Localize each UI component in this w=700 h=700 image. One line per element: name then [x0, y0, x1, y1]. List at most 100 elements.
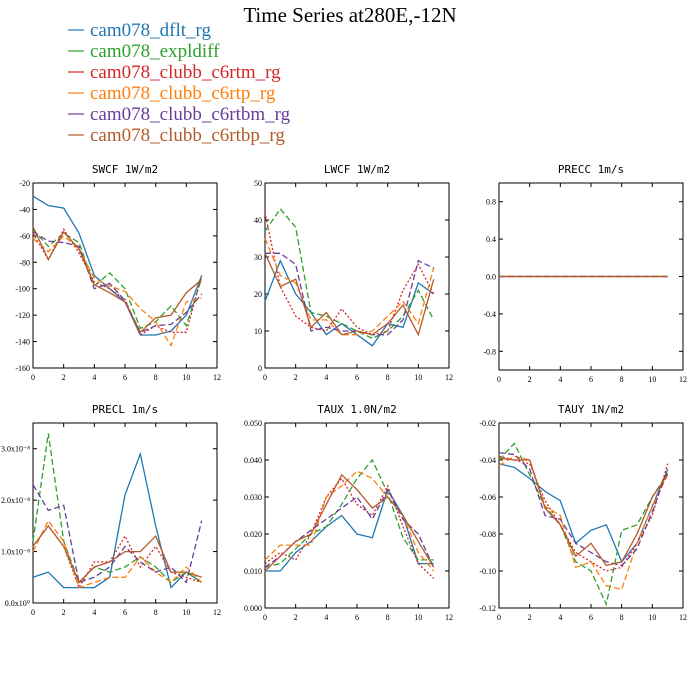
x-tick-label: 0 — [497, 613, 501, 622]
plot-frame — [498, 422, 684, 609]
x-tick-label: 0 — [31, 608, 35, 617]
y-tick-label: 0.030 — [244, 493, 262, 502]
chart-panel: TAUY 1N/m2 0 2 4 6 8 10 12 -0.12 -0.10 -0.08 -0.06 -… — [479, 403, 687, 622]
x-tick-label: 2 — [62, 373, 66, 382]
series-line — [498, 451, 669, 567]
legend-label: cam078_clubb_c6rtbp_rg — [90, 125, 285, 146]
series-line — [32, 519, 203, 589]
y-tick-label: -20 — [19, 179, 30, 188]
x-tick-label: 8 — [154, 608, 158, 617]
x-tick-label: 12 — [445, 373, 453, 382]
y-tick-label: 0.8 — [486, 198, 496, 207]
panel-title: SWCF 1W/m2 — [92, 163, 158, 176]
y-tick-label: 0.010 — [244, 567, 262, 576]
y-tick-label: -100 — [15, 285, 30, 294]
legend-label: cam078_expldiff — [90, 41, 220, 62]
series-line — [265, 252, 434, 336]
x-tick-label: 12 — [445, 613, 453, 622]
legend-label: cam078_clubb_c6rtbm_rg — [90, 104, 291, 125]
y-tick-label: -0.10 — [479, 567, 496, 576]
panel-title: TAUX 1.0N/m2 — [317, 403, 396, 416]
series-line — [264, 458, 434, 568]
plot-frame — [264, 422, 450, 609]
x-tick-label: 6 — [123, 608, 127, 617]
x-tick-label: 12 — [213, 608, 221, 617]
x-tick-label: 2 — [528, 375, 532, 384]
y-tick-label: 0 — [258, 364, 262, 373]
plot-frame — [264, 182, 450, 369]
x-tick-label: 6 — [123, 373, 127, 382]
y-tick-label: -60 — [19, 232, 30, 241]
x-tick-label: 6 — [355, 613, 359, 622]
y-tick-label: 50 — [254, 179, 262, 188]
y-tick-label: 0.0x10⁰ — [5, 599, 30, 608]
x-tick-label: 12 — [679, 375, 687, 384]
y-tick-label: 3.0x10⁻⁸ — [1, 445, 30, 454]
y-tick-label: -160 — [15, 364, 30, 373]
panel-title: PRECC 1m/s — [558, 163, 624, 176]
series-line — [32, 231, 203, 334]
chart-panel: LWCF 1W/m2 0 2 4 6 8 10 12 0 10 20 30 40 50 — [254, 163, 453, 382]
x-tick-label: 8 — [154, 373, 158, 382]
series-line — [264, 207, 435, 340]
y-tick-label: 2.0x10⁻⁸ — [1, 496, 30, 505]
y-tick-label: 0.4 — [486, 235, 496, 244]
y-tick-label: -0.06 — [479, 493, 496, 502]
panel-title: LWCF 1W/m2 — [324, 163, 390, 176]
legend-label: cam078_clubb_c6rtp_rg — [90, 83, 276, 104]
legend-item: cam078_clubb_c6rtp_rg — [68, 83, 276, 104]
x-tick-label: 4 — [558, 375, 562, 384]
x-tick-label: 4 — [92, 608, 96, 617]
y-tick-label: 0.040 — [244, 456, 262, 465]
x-tick-label: 6 — [355, 373, 359, 382]
series-line — [498, 457, 669, 567]
chart-panel: SWCF 1W/m2 0 2 4 6 8 10 12 -160 -140 -120 -100 -80 -6… — [15, 163, 221, 382]
series-line — [498, 463, 669, 564]
x-tick-label: 8 — [620, 613, 624, 622]
series-line — [264, 238, 435, 336]
x-tick-label: 2 — [62, 608, 66, 617]
y-tick-label: -0.12 — [479, 604, 496, 613]
x-tick-label: 12 — [213, 373, 221, 382]
y-tick-label: 10 — [254, 327, 262, 336]
y-tick-label: 0.000 — [244, 604, 262, 613]
x-tick-label: 4 — [558, 613, 562, 622]
series-line — [264, 470, 435, 572]
chart-panel: PRECL 1m/s 0 2 4 6 8 10 12 0.0x10⁰ 1.0x10⁻⁸ 2.0x10… — [1, 403, 221, 617]
series-line — [32, 524, 202, 584]
x-tick-label: 8 — [620, 375, 624, 384]
x-tick-label: 10 — [182, 373, 190, 382]
figure-title: Time Series at280E,-12N — [243, 3, 456, 27]
y-tick-label: -0.08 — [479, 530, 496, 539]
legend-label: cam078_clubb_c6rtm_rg — [90, 62, 281, 83]
y-tick-label: 20 — [254, 290, 262, 299]
x-tick-label: 6 — [589, 375, 593, 384]
panel-title: PRECL 1m/s — [92, 403, 158, 416]
series-line — [32, 433, 203, 584]
x-tick-label: 4 — [324, 613, 328, 622]
series-line — [264, 253, 435, 337]
y-tick-label: 0.050 — [244, 419, 262, 428]
legend-item: cam078_clubb_c6rtbp_rg — [68, 125, 285, 146]
legend-item: cam078_expldiff — [68, 41, 220, 62]
x-tick-label: 10 — [414, 373, 422, 382]
y-tick-label: -0.04 — [479, 456, 496, 465]
x-tick-label: 4 — [92, 373, 96, 382]
series-line — [264, 473, 435, 572]
series-line — [32, 228, 203, 330]
series-line — [32, 226, 203, 334]
y-tick-label: -80 — [19, 258, 30, 267]
y-tick-label: -0.4 — [483, 310, 496, 319]
x-tick-label: 12 — [679, 613, 687, 622]
x-tick-label: 8 — [386, 373, 390, 382]
series-line — [498, 442, 669, 607]
legend-label: cam078_dflt_rg — [90, 20, 212, 41]
y-tick-label: -0.8 — [483, 347, 496, 356]
y-tick-label: 30 — [254, 253, 262, 262]
series-line — [32, 235, 202, 347]
x-tick-label: 4 — [324, 373, 328, 382]
panel-title: TAUY 1N/m2 — [558, 403, 624, 416]
legend-item: cam078_clubb_c6rtm_rg — [68, 62, 281, 83]
series-line — [32, 451, 203, 589]
